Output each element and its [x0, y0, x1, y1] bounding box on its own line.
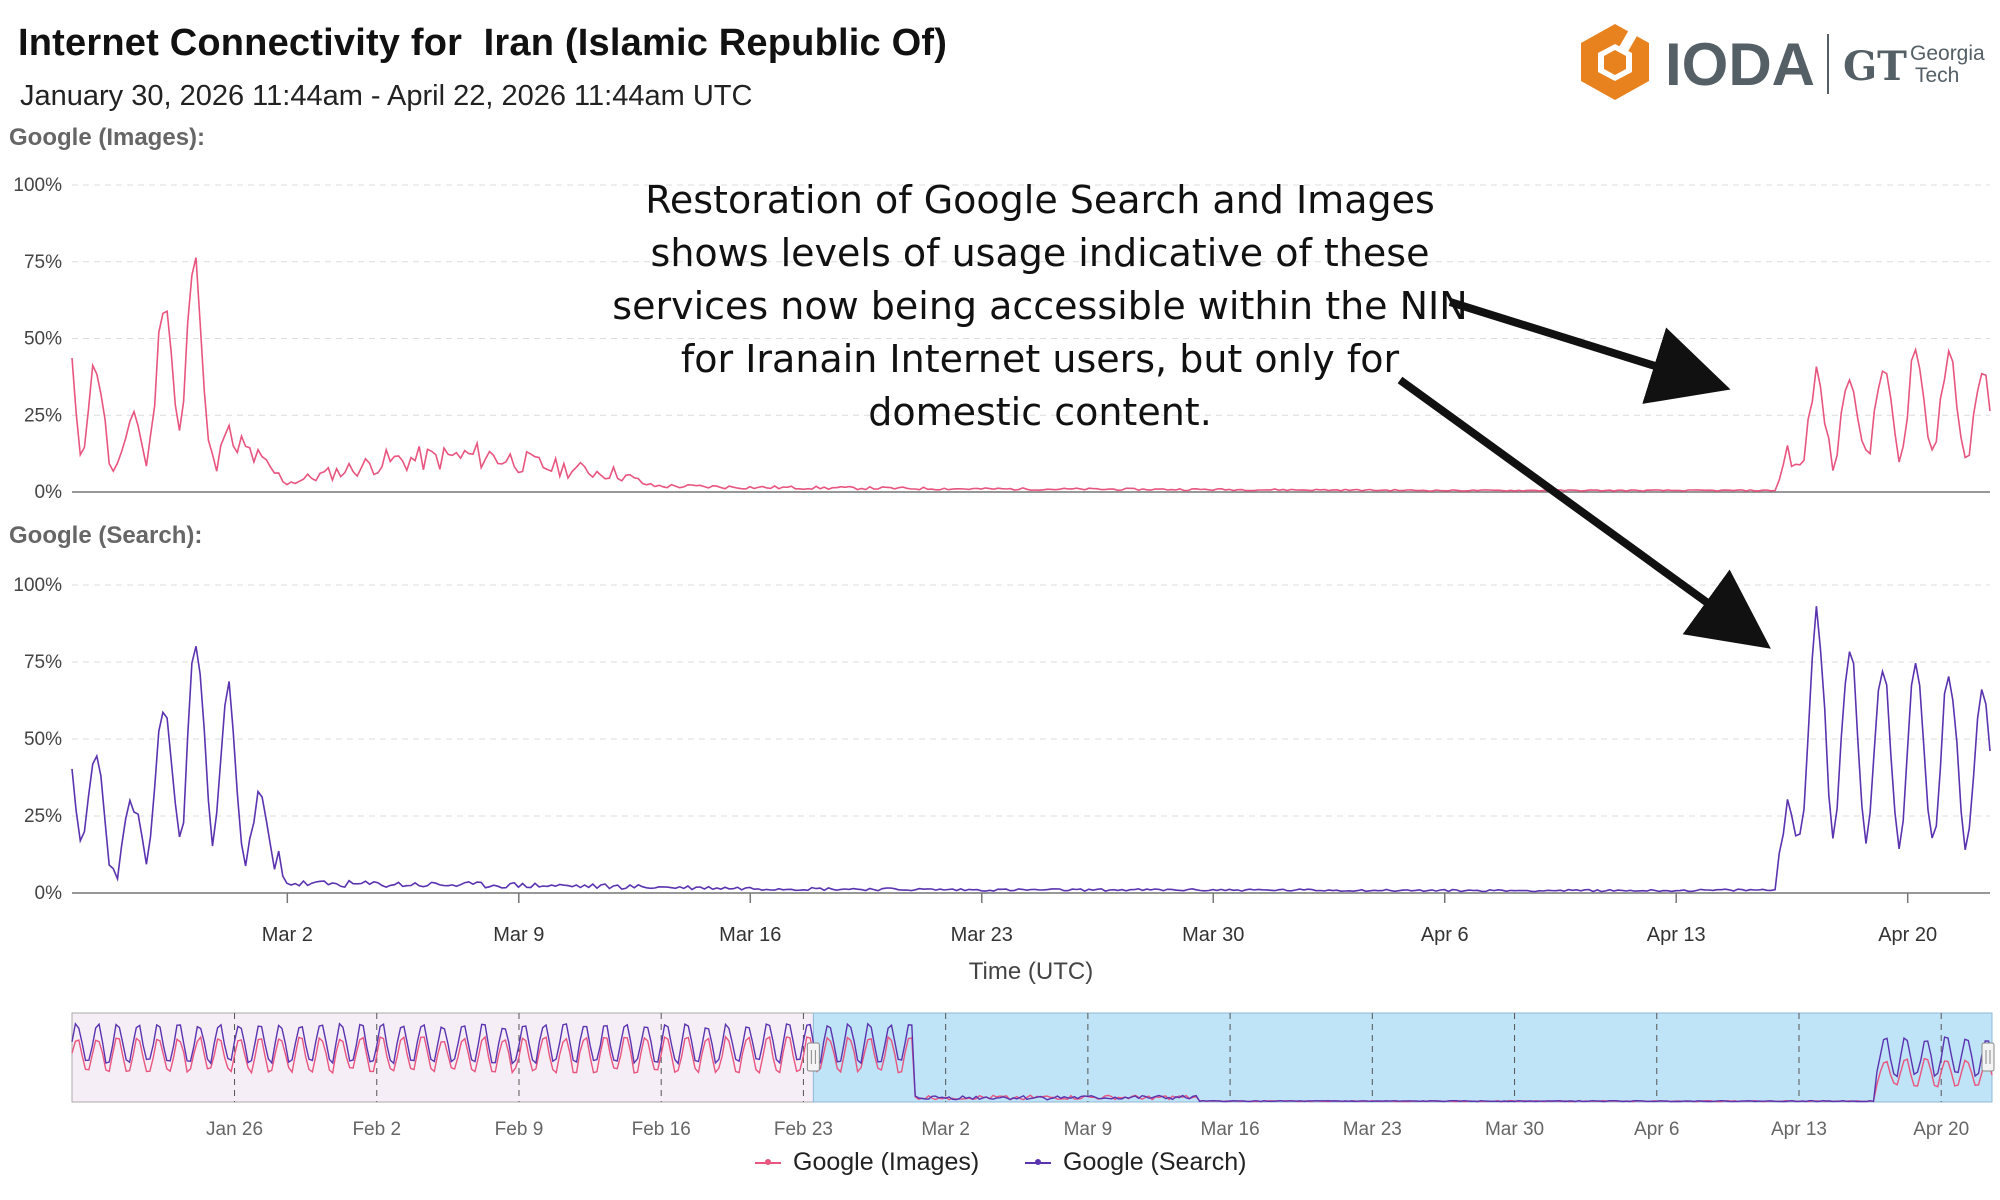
- search-x-tick-label: Mar 9: [493, 924, 544, 946]
- ioda-hexagon-icon: [1581, 24, 1649, 100]
- search-y-tick-label: 75%: [24, 652, 62, 673]
- search-panel-label: Google (Search):: [9, 522, 203, 549]
- images-y-tick-label: 50%: [24, 329, 62, 350]
- search-x-tick-label: Apr 20: [1878, 924, 1937, 946]
- search-x-tick-label: Mar 16: [719, 924, 781, 946]
- legend-item-images[interactable]: Google (Images): [755, 1148, 979, 1177]
- chart-legend: Google (Images) Google (Search): [0, 1148, 2000, 1188]
- legend-label-images: Google (Images): [793, 1148, 980, 1176]
- navigator-x-tick-label: Feb 2: [352, 1119, 401, 1140]
- navigator-x-tick-label: Mar 16: [1201, 1119, 1260, 1140]
- georgia-label: Georgia: [1910, 42, 1985, 65]
- time-navigator[interactable]: Jan 26 Feb 2 Feb 9 Feb 16 Feb 23 Mar 2 Mar 9 Ma…: [71, 1012, 1995, 1140]
- legend-marker-search: [1025, 1158, 1051, 1165]
- navigator-x-tick-label: Feb 23: [774, 1119, 833, 1140]
- navigator-series-line: [71, 1022, 1993, 1103]
- images-y-tick-label: 0%: [35, 482, 63, 503]
- search-y-tick-label: 0%: [35, 883, 63, 904]
- navigator-x-tick-label: Feb 9: [495, 1119, 544, 1140]
- search-x-tick-label: Apr 13: [1647, 924, 1706, 946]
- search-y-tick-label: 25%: [24, 806, 62, 827]
- legend-marker-images: [755, 1158, 781, 1165]
- search-y-tick-label: 100%: [13, 575, 62, 596]
- navigator-x-tick-label: Apr 6: [1634, 1119, 1679, 1140]
- navigator-handle[interactable]: [806, 1042, 820, 1072]
- navigator-selection: [812, 1012, 1993, 1103]
- images-panel-label: Google (Images):: [9, 124, 206, 151]
- navigator-x-tick-label: Mar 9: [1064, 1119, 1113, 1140]
- navigator-handle[interactable]: [1981, 1042, 1995, 1072]
- search-chart: 100% 75% 50% 25% 0% Mar 2 Mar 9 Mar 16 Mar 23 Mar…: [13, 575, 1991, 985]
- ioda-wordmark: IODA: [1665, 31, 1815, 98]
- x-axis-label: Time (UTC): [969, 958, 1093, 985]
- navigator-x-tick-label: Feb 16: [632, 1119, 691, 1140]
- navigator-x-tick-label: Jan 26: [206, 1119, 263, 1140]
- annotation-text: Restoration of Google Search and Images …: [612, 178, 1468, 434]
- search-x-tick-label: Mar 2: [262, 924, 313, 946]
- navigator-x-tick-label: Apr 13: [1771, 1119, 1827, 1140]
- navigator-x-tick-label: Apr 20: [1913, 1119, 1969, 1140]
- date-range-subtitle: January 30, 2026 11:44am - April 22, 202…: [20, 80, 753, 112]
- images-y-tick-label: 100%: [13, 175, 62, 196]
- navigator-x-tick-label: Mar 23: [1343, 1119, 1402, 1140]
- navigator-x-tick-label: Mar 2: [921, 1119, 970, 1140]
- search-x-tick-label: Mar 23: [951, 924, 1013, 946]
- search-series-line: [71, 606, 1991, 893]
- legend-label-search: Google (Search): [1063, 1148, 1247, 1176]
- navigator-x-tick-label: Mar 30: [1485, 1119, 1544, 1140]
- search-x-tick-label: Apr 6: [1421, 924, 1469, 946]
- page-title: Internet Connectivity for Iran (Islamic …: [18, 22, 948, 64]
- search-y-tick-label: 50%: [24, 729, 62, 750]
- tech-label: Tech: [1915, 64, 1959, 87]
- images-y-tick-label: 25%: [24, 405, 62, 426]
- legend-item-search[interactable]: Google (Search): [1025, 1148, 1246, 1177]
- images-y-tick-label: 75%: [24, 252, 62, 273]
- search-x-tick-label: Mar 30: [1182, 924, 1244, 946]
- gt-monogram-icon: GT: [1843, 43, 1907, 90]
- ioda-logo: IODA GT Georgia Tech: [1581, 24, 1985, 100]
